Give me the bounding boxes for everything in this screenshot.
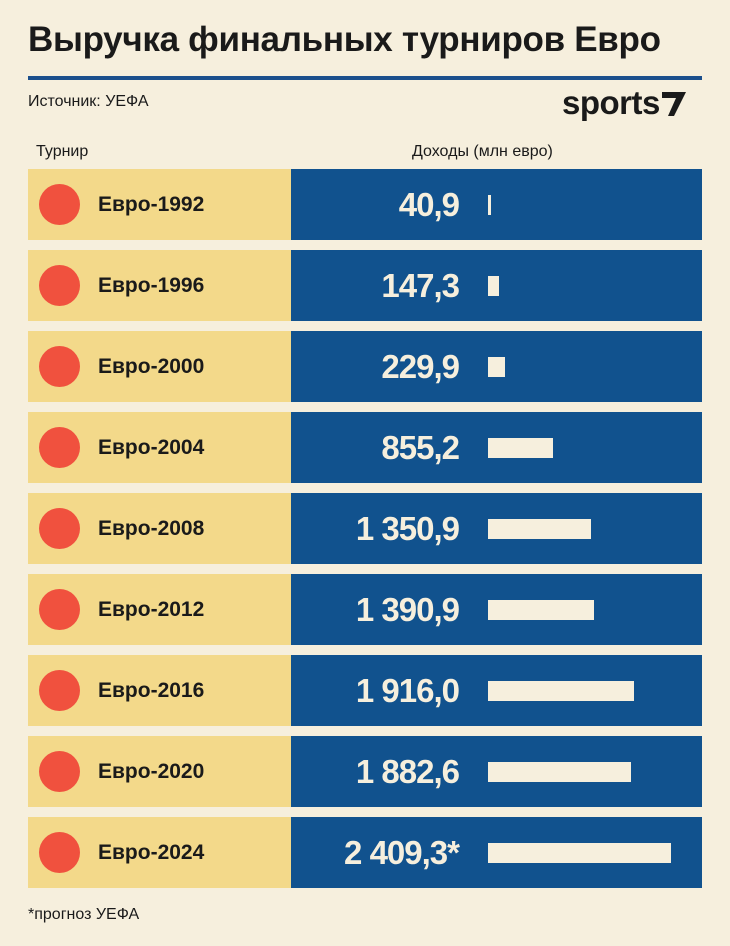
ball-dot-icon bbox=[39, 589, 80, 630]
data-label: 40,9 bbox=[398, 185, 460, 223]
category-label: Евро-2020 bbox=[98, 759, 205, 783]
chart-row: Евро-1992 40,9 bbox=[28, 169, 702, 240]
row-value-cell: 147,3 bbox=[291, 250, 702, 321]
row-label-cell: Евро-2008 bbox=[28, 493, 291, 564]
category-label: Евро-2004 bbox=[98, 435, 205, 459]
data-label: 855,2 bbox=[381, 428, 460, 466]
row-label-cell: Евро-2024 bbox=[28, 817, 291, 888]
title-divider bbox=[28, 76, 702, 80]
data-label: 1 916,0 bbox=[355, 671, 460, 709]
ball-dot-icon bbox=[39, 346, 80, 387]
row-value-cell: 229,9 bbox=[291, 331, 702, 402]
data-label: 229,9 bbox=[381, 347, 460, 385]
row-label-cell: Евро-2016 bbox=[28, 655, 291, 726]
row-label-cell: Евро-2012 bbox=[28, 574, 291, 645]
category-label: Евро-1996 bbox=[98, 273, 205, 297]
row-label-cell: Евро-1992 bbox=[28, 169, 291, 240]
logo-text: sports bbox=[562, 84, 660, 121]
chart-row: Евро-2016 1 916,0 bbox=[28, 655, 702, 726]
bar bbox=[488, 762, 631, 782]
bar bbox=[488, 357, 505, 377]
chart-row: Евро-2012 1 390,9 bbox=[28, 574, 702, 645]
bar bbox=[488, 438, 553, 458]
row-value-cell: 2 409,3* bbox=[291, 817, 702, 888]
category-label: Евро-2016 bbox=[98, 678, 205, 702]
column-header-income: Доходы (млн евро) bbox=[412, 143, 553, 160]
source-label: Источник: УЕФА bbox=[28, 93, 149, 110]
page-title: Выручка финальных турниров Евро bbox=[28, 20, 661, 59]
sports-logo: sports bbox=[562, 84, 686, 122]
category-label: Евро-1992 bbox=[98, 192, 205, 216]
category-label: Евро-2000 bbox=[98, 354, 205, 378]
row-label-cell: Евро-2004 bbox=[28, 412, 291, 483]
row-value-cell: 1 350,9 bbox=[291, 493, 702, 564]
bar bbox=[488, 843, 671, 863]
row-value-cell: 40,9 bbox=[291, 169, 702, 240]
chart-row: Евро-2004 855,2 bbox=[28, 412, 702, 483]
bar bbox=[488, 519, 591, 539]
data-label: 1 390,9 bbox=[355, 590, 460, 628]
chart-row: Евро-2008 1 350,9 bbox=[28, 493, 702, 564]
column-header-tournament: Турнир bbox=[36, 143, 89, 160]
row-value-cell: 1 916,0 bbox=[291, 655, 702, 726]
bar bbox=[488, 276, 499, 296]
bar bbox=[488, 195, 491, 215]
data-label: 147,3 bbox=[381, 266, 460, 304]
ball-dot-icon bbox=[39, 751, 80, 792]
ball-dot-icon bbox=[39, 427, 80, 468]
ball-dot-icon bbox=[39, 508, 80, 549]
category-label: Евро-2012 bbox=[98, 597, 205, 621]
slash-mark-icon bbox=[661, 92, 686, 116]
chart-row: Евро-1996 147,3 bbox=[28, 250, 702, 321]
row-value-cell: 855,2 bbox=[291, 412, 702, 483]
chart-row: Евро-2024 2 409,3* bbox=[28, 817, 702, 888]
row-label-cell: Евро-1996 bbox=[28, 250, 291, 321]
ball-dot-icon bbox=[39, 832, 80, 873]
category-label: Евро-2008 bbox=[98, 516, 205, 540]
chart-row: Евро-2000 229,9 bbox=[28, 331, 702, 402]
ball-dot-icon bbox=[39, 265, 80, 306]
ball-dot-icon bbox=[39, 184, 80, 225]
bar bbox=[488, 681, 634, 701]
ball-dot-icon bbox=[39, 670, 80, 711]
row-value-cell: 1 882,6 bbox=[291, 736, 702, 807]
row-value-cell: 1 390,9 bbox=[291, 574, 702, 645]
row-label-cell: Евро-2020 bbox=[28, 736, 291, 807]
data-label: 1 350,9 bbox=[355, 509, 460, 547]
data-label: 2 409,3* bbox=[344, 833, 460, 871]
row-label-cell: Евро-2000 bbox=[28, 331, 291, 402]
data-label: 1 882,6 bbox=[355, 752, 460, 790]
footnote: *прогноз УЕФА bbox=[28, 906, 140, 923]
chart-row: Евро-2020 1 882,6 bbox=[28, 736, 702, 807]
category-label: Евро-2024 bbox=[98, 840, 205, 864]
bar bbox=[488, 600, 594, 620]
